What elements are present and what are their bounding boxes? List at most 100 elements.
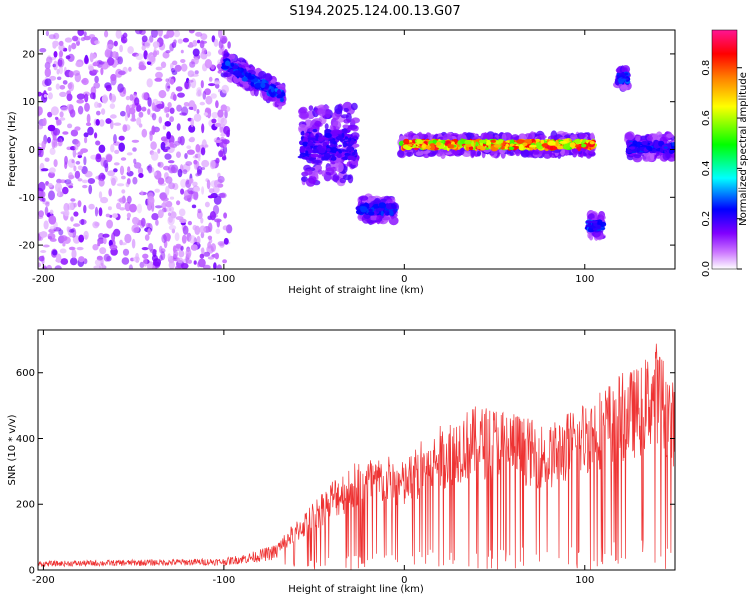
heatmap-cell bbox=[280, 98, 284, 102]
heatmap-cell bbox=[95, 119, 100, 126]
heatmap-cell bbox=[75, 160, 81, 165]
heatmap-cell bbox=[105, 84, 112, 92]
heatmap-cell bbox=[103, 253, 111, 262]
heatmap-cell bbox=[171, 70, 178, 76]
heatmap-cell bbox=[196, 165, 203, 175]
heatmap-cell bbox=[91, 69, 99, 74]
heatmap-cell bbox=[77, 30, 84, 36]
heatmap-cell bbox=[165, 82, 171, 92]
heatmap-cell bbox=[197, 151, 201, 162]
heatmap-cell bbox=[110, 175, 118, 184]
heatmap-cell bbox=[429, 145, 436, 151]
heatmap-cell bbox=[80, 218, 85, 226]
heatmap-cell bbox=[78, 234, 85, 243]
heatmap-cell bbox=[174, 64, 182, 72]
heatmap-cell bbox=[83, 204, 87, 214]
heatmap-cell bbox=[108, 188, 112, 197]
heatmap-cell bbox=[83, 31, 87, 37]
heatmap-cell bbox=[73, 202, 77, 208]
heatmap-cell bbox=[223, 106, 231, 112]
heatmap-cell bbox=[169, 116, 175, 123]
heatmap-cell bbox=[165, 113, 170, 118]
heatmap-cell bbox=[53, 140, 58, 148]
heatmap-cell bbox=[109, 93, 116, 103]
heatmap-cell bbox=[188, 30, 195, 34]
heatmap-cell bbox=[189, 61, 196, 68]
heatmap-cell bbox=[621, 65, 631, 74]
heatmap-cell bbox=[84, 170, 93, 178]
heatmap-cell bbox=[201, 159, 210, 168]
heatmap-cell bbox=[221, 156, 227, 161]
heatmap-cell bbox=[435, 141, 442, 146]
heatmap-cell bbox=[196, 87, 202, 94]
heatmap-cell bbox=[77, 154, 83, 159]
heatmap-cell bbox=[196, 109, 200, 114]
heatmap-cell bbox=[223, 72, 232, 78]
heatmap-cell bbox=[218, 30, 223, 39]
snr-y-tick-label: 600 bbox=[16, 368, 35, 379]
heatmap-cell bbox=[587, 232, 592, 239]
heatmap-cell bbox=[126, 178, 131, 185]
heatmap-cell bbox=[298, 112, 308, 119]
heatmap-cell bbox=[343, 118, 351, 124]
heatmap-cell bbox=[141, 106, 147, 112]
heatmap-cell bbox=[66, 182, 74, 187]
heatmap-cell bbox=[520, 149, 530, 158]
heatmap-cell bbox=[189, 235, 196, 244]
heatmap-y-axis-label: Frequency (Hz) bbox=[7, 111, 18, 187]
heatmap-cell bbox=[128, 66, 132, 72]
heatmap-cell bbox=[152, 41, 160, 49]
heatmap-cell bbox=[166, 30, 175, 38]
heatmap-cell bbox=[218, 150, 224, 158]
heatmap-cell bbox=[326, 148, 331, 152]
heatmap-cell bbox=[206, 51, 212, 57]
heatmap-cell bbox=[208, 76, 213, 82]
heatmap-cell bbox=[204, 201, 210, 208]
heatmap-cell bbox=[83, 156, 87, 166]
heatmap-cell bbox=[307, 137, 316, 141]
heatmap-cell bbox=[67, 82, 73, 90]
heatmap-cell bbox=[129, 203, 137, 213]
heatmap-cell bbox=[124, 233, 132, 244]
heatmap-cell bbox=[308, 105, 314, 111]
heatmap-cell bbox=[144, 234, 150, 241]
heatmap-cell bbox=[200, 80, 204, 89]
heatmap-cell bbox=[340, 114, 349, 119]
heatmap-cell bbox=[74, 170, 81, 179]
heatmap-cell bbox=[47, 136, 51, 144]
heatmap-cell bbox=[73, 211, 79, 217]
heatmap-cell bbox=[334, 104, 343, 115]
heatmap-cell bbox=[585, 220, 593, 224]
heatmap-cell bbox=[223, 212, 228, 219]
heatmap-cell bbox=[415, 151, 424, 156]
snr-series-line bbox=[38, 343, 675, 570]
heatmap-cell bbox=[74, 126, 81, 131]
heatmap-cell bbox=[221, 37, 227, 44]
heatmap-cell bbox=[38, 262, 41, 268]
heatmap-cell bbox=[133, 158, 137, 164]
heatmap-plot-area bbox=[38, 30, 675, 269]
heatmap-cell bbox=[214, 252, 219, 260]
heatmap-cell bbox=[151, 125, 156, 135]
heatmap-cell bbox=[175, 86, 183, 92]
heatmap-cell bbox=[207, 241, 212, 249]
heatmap-cell bbox=[508, 146, 515, 150]
heatmap-cell bbox=[70, 129, 79, 137]
heatmap-cell bbox=[147, 164, 153, 174]
heatmap-cell bbox=[127, 46, 134, 54]
heatmap-cell bbox=[67, 123, 73, 129]
heatmap-cell bbox=[151, 30, 158, 38]
heatmap-feature-0 bbox=[38, 30, 233, 269]
heatmap-cell bbox=[105, 118, 112, 124]
heatmap-cell bbox=[53, 159, 58, 168]
snr-x-tick-label: 0 bbox=[401, 575, 407, 586]
heatmap-cell bbox=[324, 123, 329, 130]
heatmap-cell bbox=[98, 178, 105, 187]
heatmap-cell bbox=[98, 144, 106, 153]
heatmap-cell bbox=[120, 242, 127, 246]
heatmap-cell bbox=[94, 206, 99, 217]
heatmap-cell bbox=[469, 146, 474, 151]
heatmap-cell bbox=[636, 141, 641, 148]
heatmap-cell bbox=[59, 85, 66, 90]
heatmap-cell bbox=[322, 105, 330, 110]
